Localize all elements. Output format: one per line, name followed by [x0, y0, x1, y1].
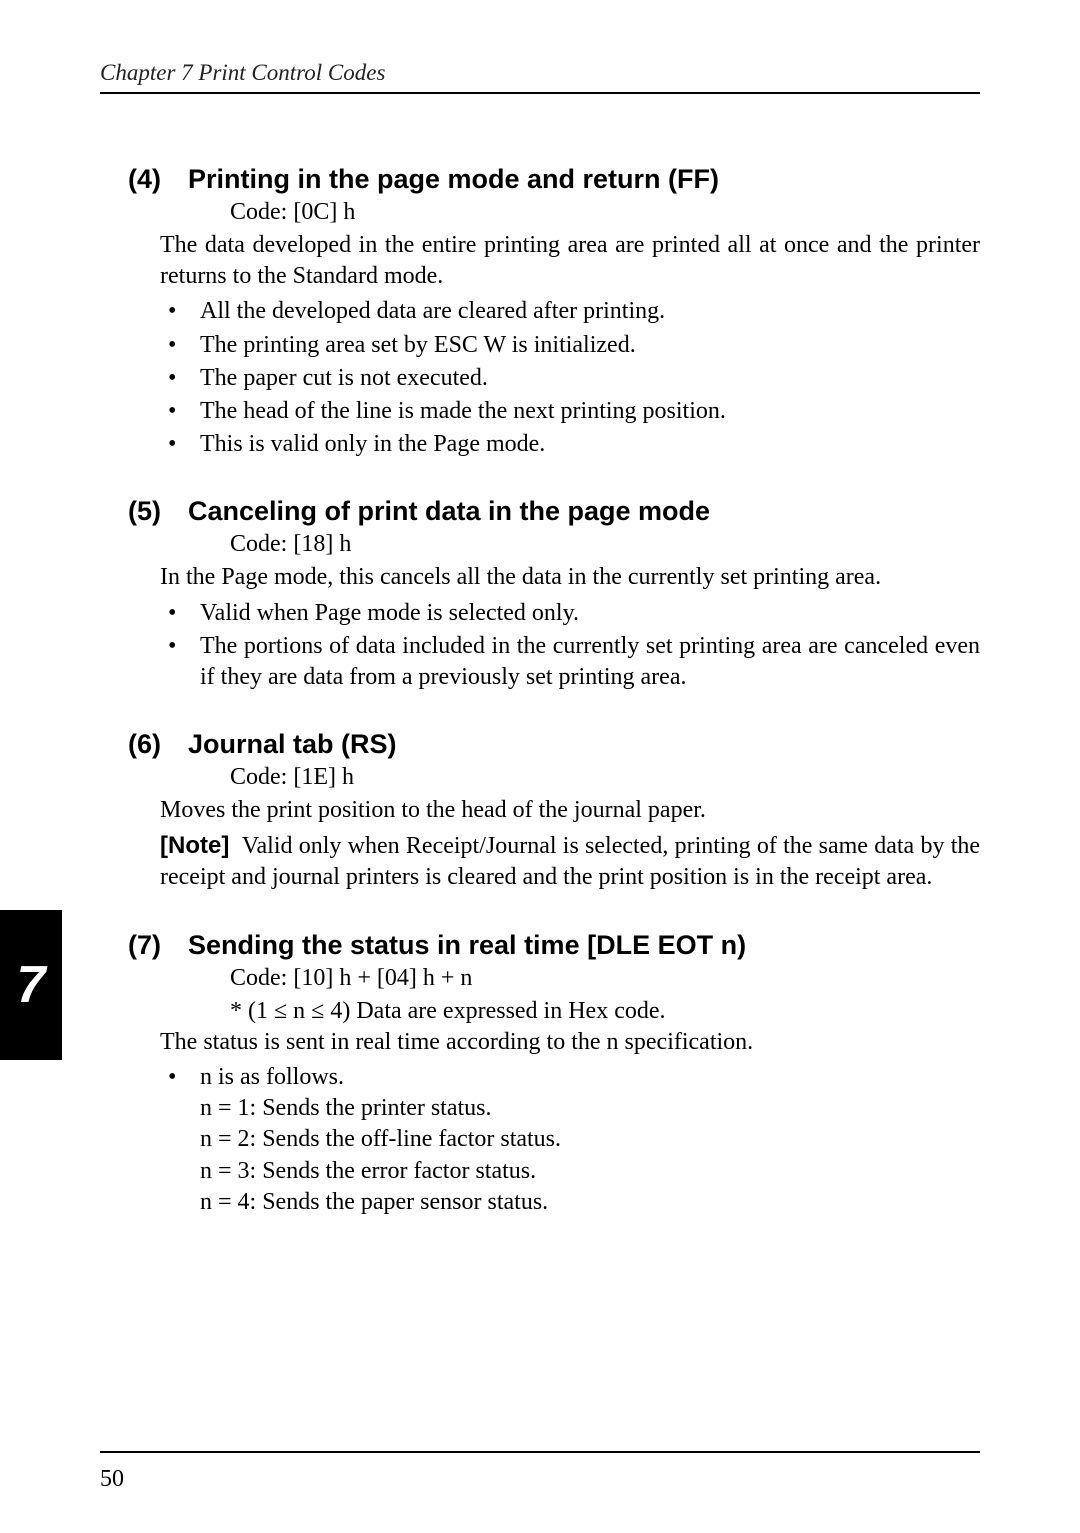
section-4-title: Printing in the page mode and return (FF… [188, 164, 719, 194]
section-6-title: Journal tab (RS) [188, 729, 397, 759]
note-label: [Note] [160, 832, 229, 859]
section-6: (6)Journal tab (RS) Code: [1E] h Moves t… [100, 729, 980, 894]
section-4-heading: (4)Printing in the page mode and return … [128, 164, 980, 195]
list-item: The head of the line is made the next pr… [160, 396, 980, 427]
section-5-num: (5) [128, 496, 188, 527]
sub-line: n = 1: Sends the printer status. [200, 1093, 980, 1124]
section-7-bullets: n is as follows. n = 1: Sends the printe… [160, 1062, 980, 1218]
footer-rule [100, 1451, 980, 1453]
sub-line: n = 4: Sends the paper sensor status. [200, 1187, 980, 1218]
running-header: Chapter 7 Print Control Codes [100, 60, 980, 94]
section-7-heading: (7)Sending the status in real time [DLE … [128, 930, 980, 961]
section-7: (7)Sending the status in real time [DLE … [100, 930, 980, 1218]
section-6-intro: Moves the print position to the head of … [160, 795, 980, 826]
section-6-num: (6) [128, 729, 188, 760]
section-6-note: [Note] Valid only when Receipt/Journal i… [160, 830, 980, 893]
section-5-intro: In the Page mode, this cancels all the d… [160, 562, 980, 593]
list-item: This is valid only in the Page mode. [160, 429, 980, 460]
section-4: (4)Printing in the page mode and return … [100, 164, 980, 460]
section-5-heading: (5)Canceling of print data in the page m… [128, 496, 980, 527]
section-4-intro: The data developed in the entire printin… [160, 230, 980, 292]
section-5: (5)Canceling of print data in the page m… [100, 496, 980, 693]
section-5-title: Canceling of print data in the page mode [188, 496, 710, 526]
section-4-bullets: All the developed data are cleared after… [160, 296, 980, 460]
section-4-code: Code: [0C] h [230, 199, 980, 226]
note-body: Valid only when Receipt/Journal is selec… [160, 833, 980, 890]
section-7-star: * (1 ≤ n ≤ 4) Data are expressed in Hex … [230, 996, 980, 1027]
section-7-code: Code: [10] h + [04] h + n [230, 965, 980, 992]
section-4-num: (4) [128, 164, 188, 195]
sub-line: n = 2: Sends the off-line factor status. [200, 1124, 980, 1155]
section-7-intro: The status is sent in real time accordin… [160, 1027, 980, 1058]
list-item: The paper cut is not executed. [160, 363, 980, 394]
chapter-side-tab: 7 [0, 910, 62, 1060]
list-item: The printing area set by ESC W is initia… [160, 330, 980, 361]
section-5-bullets: Valid when Page mode is selected only. T… [160, 598, 980, 694]
section-6-code: Code: [1E] h [230, 764, 980, 791]
page-number: 50 [100, 1466, 124, 1493]
section-5-code: Code: [18] h [230, 531, 980, 558]
section-7-num: (7) [128, 930, 188, 961]
list-item: The portions of data included in the cur… [160, 631, 980, 693]
section-6-heading: (6)Journal tab (RS) [128, 729, 980, 760]
sub-line: n = 3: Sends the error factor status. [200, 1156, 980, 1187]
list-item: n is as follows. n = 1: Sends the printe… [160, 1062, 980, 1218]
bullet-lead: n is as follows. [200, 1064, 344, 1090]
section-7-title: Sending the status in real time [DLE EOT… [188, 930, 746, 960]
list-item: All the developed data are cleared after… [160, 296, 980, 327]
list-item: Valid when Page mode is selected only. [160, 598, 980, 629]
